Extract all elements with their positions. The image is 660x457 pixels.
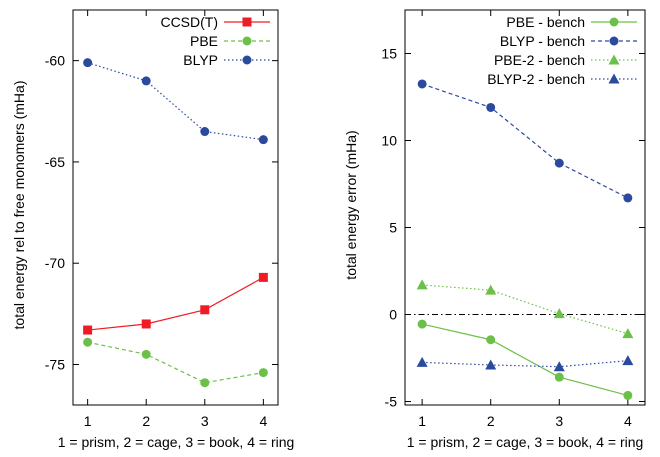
data-point-blyp (141, 76, 151, 86)
data-point-pbe (141, 349, 151, 359)
legend-marker (609, 17, 619, 27)
series-ccsd-t (83, 272, 268, 335)
x-tick-label: 1 (84, 413, 92, 429)
y-tick-label: 0 (389, 307, 397, 323)
y-tick-label: 15 (381, 46, 397, 62)
y-tick-label: -60 (45, 53, 65, 69)
legend-marker (242, 36, 252, 46)
legend-label: PBE-2 - bench (494, 52, 585, 68)
data-point-pbe-bench (486, 335, 496, 345)
plot-frame (404, 9, 646, 406)
series-line-pbe-2-bench (422, 284, 629, 335)
series-line-blyp-bench (421, 83, 629, 199)
legend-entry-blyp: BLYP (183, 52, 270, 68)
y-tick-label: -75 (45, 356, 65, 372)
series-pbe-2-bench (416, 279, 634, 339)
legend-label: PBE - bench (506, 14, 585, 30)
data-point-pbe-bench (623, 390, 633, 400)
series-line-blyp (87, 62, 264, 141)
right-y-axis-title: total energy error (mHa) (343, 130, 359, 279)
legend-label: BLYP-2 - bench (487, 71, 585, 87)
series-pbe (83, 337, 268, 388)
data-point-blyp-2-bench (622, 355, 634, 366)
data-point-blyp-2-bench (553, 361, 565, 372)
data-point-ccsd-t (258, 272, 268, 282)
legend-label: BLYP - bench (500, 33, 585, 49)
legend-entry-pbe-2-bench: PBE-2 - bench (494, 52, 637, 68)
legend-label: CCSD(T) (160, 14, 218, 30)
series-line-pbe (87, 341, 264, 384)
data-point-ccsd-t (83, 325, 93, 335)
series-line-ccsd-t (87, 276, 264, 331)
data-point-blyp (200, 127, 210, 137)
data-point-pbe (200, 378, 210, 388)
data-point-blyp-2-bench (485, 359, 497, 370)
legend-entry-blyp-bench: BLYP - bench (500, 33, 637, 49)
y-tick-label: 5 (389, 220, 397, 236)
data-point-pbe-2-bench (416, 279, 428, 290)
x-tick-label: 4 (259, 413, 267, 429)
data-point-blyp-2-bench (416, 356, 428, 367)
legend-label: BLYP (183, 52, 218, 68)
left-x-axis-title: 1 = prism, 2 = cage, 3 = book, 4 = ring (58, 434, 295, 450)
right-x-axis-title: 1 = prism, 2 = cage, 3 = book, 4 = ring (407, 434, 644, 450)
y-tick-label: -70 (45, 255, 65, 271)
data-point-blyp-bench (417, 79, 427, 89)
legend-entry-ccsd-t: CCSD(T) (160, 14, 270, 30)
data-point-pbe-bench (554, 372, 564, 382)
x-tick-label: 2 (142, 413, 150, 429)
energy-panel: 1 = prism, 2 = cage, 3 = book, 4 = ring … (11, 9, 295, 450)
data-point-pbe (258, 368, 268, 378)
y-tick-label: -5 (385, 394, 398, 410)
plot-frame (72, 9, 279, 406)
legend-entry-blyp-2-bench: BLYP-2 - bench (487, 71, 637, 87)
x-tick-label: 4 (624, 413, 632, 429)
data-point-pbe-2-bench (622, 328, 634, 339)
legend-marker (242, 55, 252, 65)
legend-marker (608, 54, 620, 65)
data-point-ccsd-t (141, 319, 151, 329)
legend-marker (609, 36, 619, 46)
legend-label: PBE (190, 33, 218, 49)
series-blyp (83, 58, 268, 145)
data-point-blyp (258, 135, 268, 145)
left-y-axis-title: total energy rel to free monomers (mHa) (11, 81, 27, 330)
legend-marker (608, 73, 620, 84)
series-blyp-2-bench (416, 355, 634, 372)
error-panel: 1 = prism, 2 = cage, 3 = book, 4 = ring … (343, 9, 646, 450)
legend-marker (242, 17, 252, 27)
data-point-ccsd-t (200, 305, 210, 315)
y-tick-label: 10 (381, 133, 397, 149)
x-tick-label: 3 (555, 413, 563, 429)
x-tick-label: 1 (418, 413, 426, 429)
x-tick-label: 3 (201, 413, 209, 429)
data-point-blyp-bench (623, 193, 633, 203)
data-point-blyp (83, 58, 93, 68)
x-tick-label: 2 (487, 413, 495, 429)
data-point-pbe-2-bench (485, 284, 497, 295)
legend-entry-pbe: PBE (190, 33, 270, 49)
series-pbe-bench (417, 319, 633, 400)
series-blyp-bench (417, 79, 633, 203)
data-point-blyp-bench (554, 158, 564, 168)
data-point-blyp-bench (486, 102, 496, 112)
legend-entry-pbe-bench: PBE - bench (506, 14, 637, 30)
data-point-pbe-2-bench (553, 308, 565, 319)
y-tick-label: -65 (45, 154, 65, 170)
series-line-pbe-bench (422, 323, 629, 397)
data-point-pbe (83, 337, 93, 347)
series-line-blyp-2-bench (422, 360, 628, 368)
data-point-pbe-bench (417, 319, 427, 329)
